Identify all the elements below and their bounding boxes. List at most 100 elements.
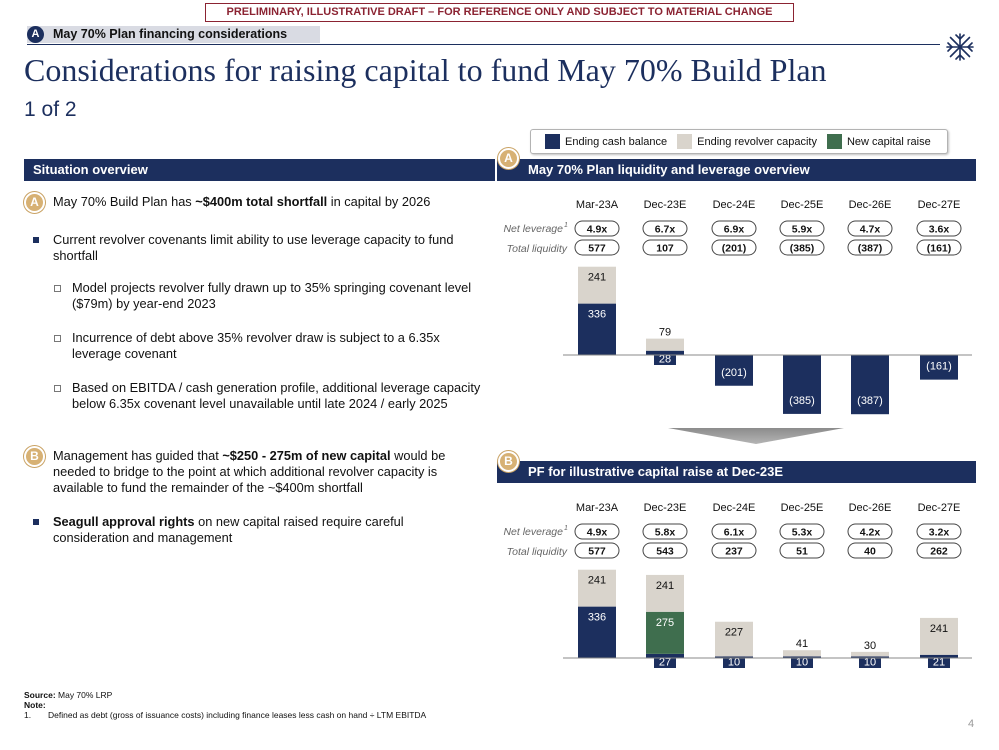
chart-a-header: May 70% Plan liquidity and leverage over… (497, 159, 976, 181)
category-label: Dec-24E (713, 199, 756, 211)
page-title: Considerations for raising capital to fu… (24, 52, 827, 88)
bar-value-label: 336 (588, 309, 606, 321)
net-leverage-value: 6.7x (655, 224, 676, 236)
footnote-sup: 1 (564, 222, 568, 229)
bar-ending-cash-balance (715, 355, 753, 386)
total-liquidity-value: (161) (927, 243, 952, 255)
total-liquidity-value: 107 (656, 243, 674, 255)
category-label: Dec-26E (849, 199, 892, 211)
liquidity-pill (711, 542, 757, 559)
bar-ending-revolver-capacity (715, 621, 753, 657)
leverage-pill (574, 220, 620, 237)
total-liquidity-value: 262 (930, 546, 948, 558)
leverage-pill (779, 220, 825, 237)
bar-value-label: 336 (588, 612, 606, 624)
bar-ending-revolver-capacity (578, 569, 616, 607)
hollow-bullet (54, 385, 61, 392)
total-liquidity-value: 577 (588, 546, 606, 558)
footnote-sup: 1 (564, 525, 568, 532)
bar-value-label: 30 (864, 640, 876, 652)
total-liquidity-value: (201) (722, 243, 747, 255)
net-leverage-label: Net leverage (503, 526, 563, 538)
bar-ending-revolver-capacity (783, 650, 821, 657)
category-label: Dec-27E (918, 502, 961, 514)
leverage-pill (711, 523, 757, 540)
liquidity-pill (847, 239, 893, 256)
total-liquidity-value: 543 (656, 546, 674, 558)
legend-swatch (677, 134, 693, 149)
category-label: Dec-26E (849, 502, 892, 514)
category-label: Dec-23E (644, 199, 687, 211)
bar-value-label: 79 (659, 327, 671, 339)
leverage-pill (916, 220, 962, 237)
bar-value-label: 241 (588, 272, 606, 284)
situation-header: Situation overview (24, 159, 495, 181)
bar-value-label: (387) (857, 395, 883, 407)
bar-new-capital-raise (646, 611, 684, 654)
footer: Source: May 70% LRP Note: 1. Defined as d… (24, 690, 427, 720)
square-bullet (33, 237, 39, 243)
net-leverage-value: 6.1x (724, 527, 745, 539)
square-bullet (33, 519, 39, 525)
leverage-pill (642, 523, 688, 540)
marker-b-chart: B (498, 451, 519, 472)
legend-item-cash: Ending cash balance (545, 134, 667, 149)
category-label: Dec-24E (713, 502, 756, 514)
category-label: Mar-23A (576, 502, 619, 514)
bar-ending-cash-balance (851, 355, 889, 415)
legend-label: Ending revolver capacity (697, 135, 817, 148)
category-label: Dec-25E (781, 199, 824, 211)
hollow-bullet (54, 335, 61, 342)
leverage-pill (574, 523, 620, 540)
bar-ending-cash-balance (783, 355, 821, 414)
leverage-pill (847, 523, 893, 540)
legend-item-capital: New capital raise (826, 134, 931, 149)
page-number: 4 (968, 718, 975, 730)
chart-b-header: PF for illustrative capital raise at Dec… (497, 461, 976, 483)
leverage-pill (779, 523, 825, 540)
bar-ending-cash-balance (578, 606, 616, 658)
section-marker: A (27, 26, 44, 43)
header-rule (27, 44, 940, 45)
legend-label: Ending cash balance (565, 135, 668, 148)
total-liquidity-value: (387) (858, 243, 883, 255)
hollow-bullet (54, 285, 61, 292)
bar-value-label: 41 (796, 638, 808, 650)
bar-value-label: 10 (728, 657, 740, 669)
marker-a-chart: A (498, 148, 519, 169)
total-liquidity-value: (385) (790, 243, 815, 255)
bar-value-label: 21 (933, 657, 945, 669)
liquidity-pill (574, 542, 620, 559)
liquidity-pill (642, 239, 688, 256)
legend-swatch (826, 134, 842, 149)
net-leverage-value: 4.2x (860, 527, 881, 539)
liquidity-pill (642, 542, 688, 559)
total-liquidity-label: Total liquidity (507, 243, 568, 255)
bar-ending-revolver-capacity (646, 574, 684, 612)
net-leverage-value: 5.3x (792, 527, 813, 539)
net-leverage-value: 3.2x (929, 527, 950, 539)
net-leverage-value: 4.9x (587, 224, 608, 236)
liquidity-pill (711, 239, 757, 256)
net-leverage-value: 6.9x (724, 224, 745, 236)
snowflake-logo-icon (946, 33, 974, 61)
liquidity-pill (779, 542, 825, 559)
leverage-pill (642, 220, 688, 237)
bar-ending-revolver-capacity (920, 617, 958, 655)
marker-b: B (24, 446, 45, 467)
legend-swatch (545, 134, 560, 149)
net-leverage-value: 5.8x (655, 527, 676, 539)
legend-item-revolver: Ending revolver capacity (677, 134, 817, 149)
bar-ending-revolver-capacity (578, 266, 616, 304)
marker-a: A (24, 192, 45, 213)
liquidity-pill (916, 239, 962, 256)
bar-value-label: 241 (930, 623, 948, 635)
bar-ending-cash-balance (578, 303, 616, 355)
net-leverage-value: 4.9x (587, 527, 608, 539)
net-leverage-label: Net leverage (503, 223, 563, 235)
total-liquidity-value: 237 (725, 546, 743, 558)
category-label: Mar-23A (576, 199, 619, 211)
page-subtitle: 1 of 2 (24, 98, 77, 121)
net-leverage-value: 3.6x (929, 224, 950, 236)
bar-value-label: 10 (796, 657, 808, 669)
